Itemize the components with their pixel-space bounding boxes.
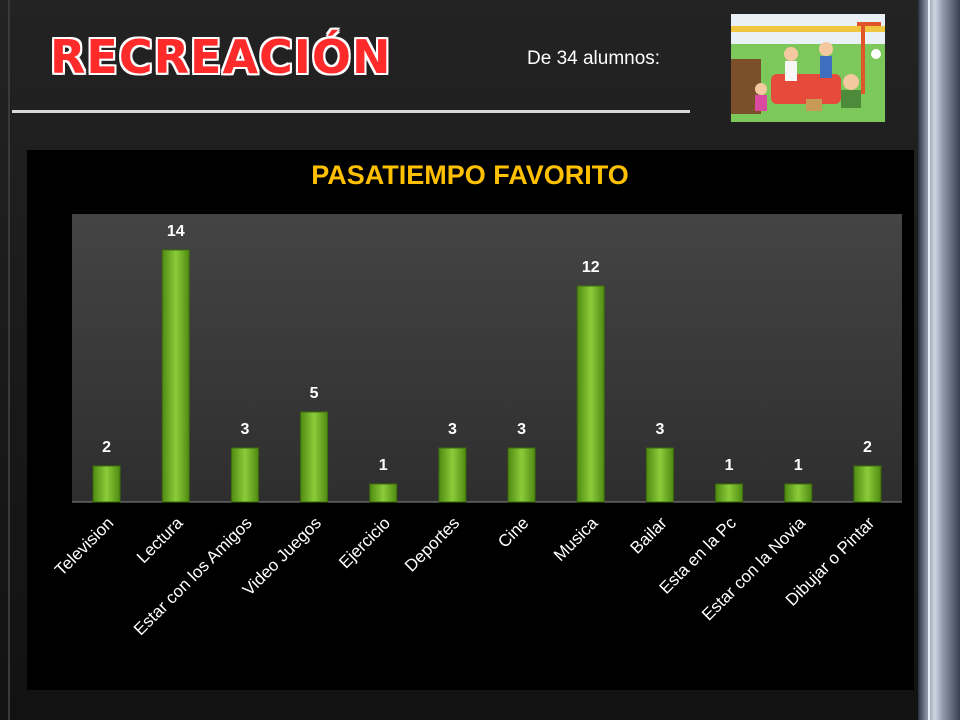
data-label-10: 1	[794, 457, 803, 474]
bar-10	[784, 483, 813, 503]
bar-3	[300, 411, 329, 503]
data-label-8: 3	[655, 421, 664, 438]
data-label-3: 5	[310, 385, 319, 402]
data-label-7: 12	[582, 259, 600, 276]
title-divider	[12, 110, 690, 113]
plot-area	[72, 214, 902, 502]
bar-9	[715, 483, 744, 503]
data-label-1: 14	[167, 223, 185, 240]
x-tick-label-8: Bailar	[627, 513, 671, 557]
chart-title: PASATIEMPO FAVORITO	[311, 160, 629, 190]
bar-5	[438, 447, 467, 503]
data-label-9: 1	[725, 457, 734, 474]
x-tick-label-5: Deportes	[401, 513, 463, 575]
bar-4	[369, 483, 398, 503]
bar-8	[645, 447, 674, 503]
bar-11	[853, 465, 882, 503]
left-frame-line	[8, 0, 10, 720]
data-label-11: 2	[863, 439, 872, 456]
data-label-0: 2	[102, 439, 111, 456]
right-decorative-frame	[918, 0, 960, 720]
bar-0	[92, 465, 121, 503]
x-tick-label-1: Lectura	[133, 513, 187, 567]
bar-7	[576, 285, 605, 503]
x-tick-label-6: Cine	[494, 513, 532, 551]
x-tick-label-2: Estar con los Amigos	[130, 513, 256, 639]
x-tick-label-4: Ejercicio	[335, 513, 394, 572]
x-tick-label-7: Musica	[550, 513, 602, 565]
bar-6	[507, 447, 536, 503]
bar-1	[161, 249, 190, 503]
data-label-6: 3	[517, 421, 526, 438]
x-tick-label-0: Television	[51, 513, 117, 579]
data-label-4: 1	[379, 457, 388, 474]
data-label-2: 3	[240, 421, 249, 438]
data-label-5: 3	[448, 421, 457, 438]
people-playing-in-park-illustration	[730, 13, 886, 123]
slide-title: RECREACIÓN	[50, 30, 392, 84]
slide-subtitle: De 34 alumnos:	[527, 48, 661, 69]
bar-2	[230, 447, 259, 503]
